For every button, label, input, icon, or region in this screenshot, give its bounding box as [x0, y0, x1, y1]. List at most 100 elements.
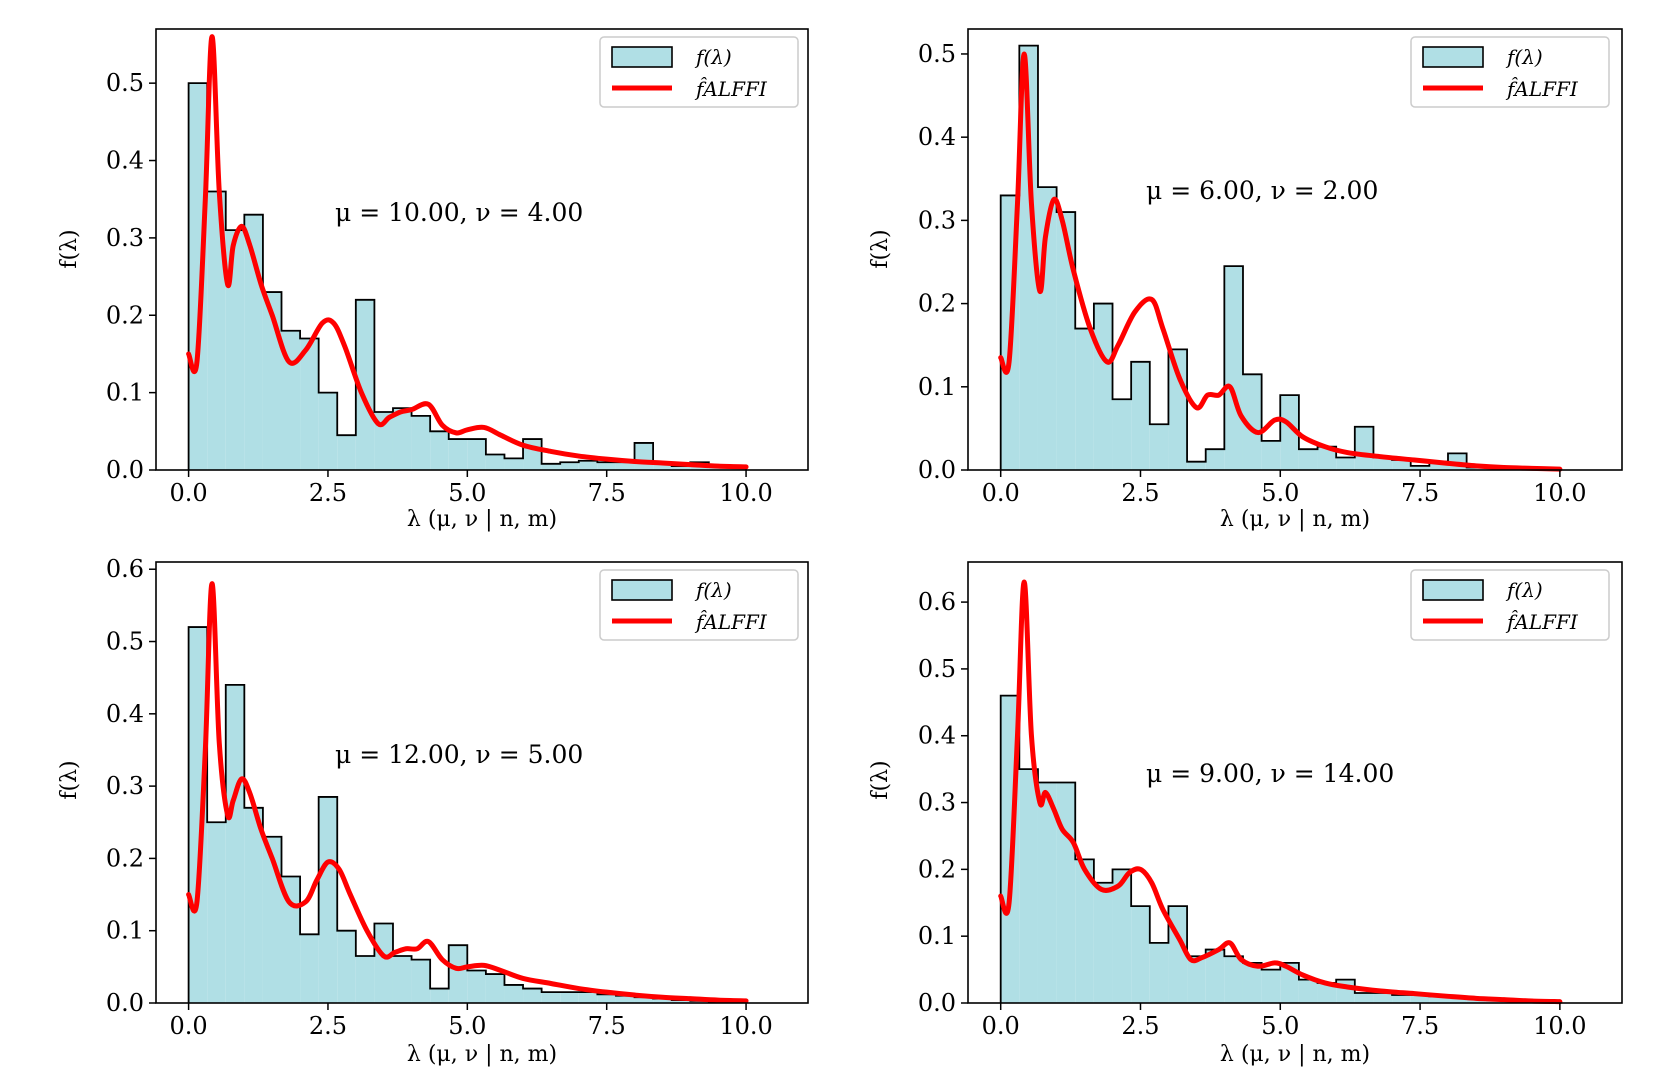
legend-curve-label: f̂ALFFI [1505, 77, 1579, 101]
histogram-bar [1466, 998, 1486, 1003]
y-tick-label: 0.0 [918, 989, 956, 1017]
histogram-bar [1093, 882, 1113, 1003]
histogram-bar [318, 796, 338, 1003]
histogram-bar [1354, 426, 1374, 470]
y-tick-label: 0.4 [106, 700, 144, 728]
histogram-bar [188, 83, 208, 470]
y-tick-label: 0.6 [106, 555, 144, 583]
legend-hist-swatch [1422, 46, 1484, 68]
y-tick-label: 0.3 [106, 772, 144, 800]
y-tick-label: 0.3 [918, 789, 956, 817]
density-curve [998, 51, 1563, 472]
y-axis-label: f(λ) [57, 760, 82, 799]
histogram-bar [1429, 996, 1448, 1003]
histogram-bar [411, 959, 431, 1003]
histogram-bar [225, 684, 245, 1003]
histogram-bar [1187, 461, 1206, 470]
histogram-bar [207, 822, 226, 1003]
histogram-bar [1112, 399, 1132, 470]
x-tick-label: 10.0 [719, 1012, 772, 1040]
histogram-bar [671, 466, 691, 470]
panel-bottom-right: 0.0 2.5 5.0 7.5 10.0 0.0 0.1 0.2 0.3 0.4 0.5 0.6 μ … [868, 561, 1623, 1067]
plot-layer: 0.0 2.5 5.0 7.5 10.0 0.0 0.1 0.2 0.3 0.4 0.5 0.6 [106, 555, 809, 1040]
histogram-bar [355, 956, 375, 1003]
y-tick-label: 0.2 [918, 290, 956, 318]
histogram-bar [300, 338, 319, 470]
histogram-bar [541, 463, 561, 470]
histogram-bar [1019, 769, 1038, 1003]
legend-hist-label: f(λ) [1505, 578, 1543, 602]
y-tick-label: 0.4 [106, 147, 144, 175]
histogram-bar [1205, 949, 1225, 1003]
y-tick-label: 0.3 [918, 206, 956, 234]
histogram-bar [1149, 424, 1169, 470]
histogram-bar [448, 945, 468, 1003]
histogram-bar [411, 415, 431, 470]
legend-hist-label: f(λ) [1505, 45, 1543, 69]
histogram-bar [1373, 457, 1393, 470]
histogram-bar [1056, 782, 1076, 1003]
axes-frame [967, 561, 1623, 1004]
legend-hist-label: f(λ) [694, 45, 732, 69]
axes-frame [155, 561, 809, 1004]
histogram-bar [1336, 457, 1355, 470]
legend-curve-label: f̂ALFFI [694, 610, 768, 634]
x-tick-label: 2.5 [1121, 1012, 1159, 1040]
histogram-bar [281, 330, 301, 470]
parameter-annotation: μ = 12.00, ν = 5.00 [335, 740, 583, 769]
histogram-bar [578, 460, 598, 470]
histogram-bar [615, 995, 635, 1003]
histogram-bar [523, 988, 542, 1003]
plot-layer: 0.0 2.5 5.0 7.5 10.0 0.0 0.1 0.2 0.3 0.4 0.5 0.6 [918, 561, 1623, 1040]
y-tick-label: 0.0 [106, 456, 144, 484]
density-curve [186, 34, 749, 470]
histogram-bar [300, 934, 319, 1003]
legend: f(λ) f̂ALFFI [599, 569, 799, 641]
x-tick-label: 7.5 [588, 479, 626, 507]
axes-frame [967, 28, 1623, 471]
x-tick-label: 5.0 [448, 1012, 486, 1040]
y-tick-label: 0.1 [106, 379, 144, 407]
histogram-bar [1093, 303, 1113, 470]
legend-curve-label: f̂ALFFI [1505, 610, 1579, 634]
histogram-bar [1317, 446, 1337, 470]
histogram-bar [1131, 906, 1150, 1003]
legend-hist-swatch [1422, 579, 1484, 601]
panel-top-left: 0.0 2.5 5.0 7.5 10.0 0.0 0.1 0.2 0.3 0.4 0.5 μ = 1… [57, 28, 809, 532]
histogram-bar [1280, 395, 1299, 470]
histogram-bar [225, 230, 245, 470]
parameter-annotation: μ = 9.00, ν = 14.00 [1146, 759, 1394, 788]
histogram-bar [1373, 992, 1393, 1003]
histogram-bar [653, 463, 672, 470]
y-tick-label: 0.0 [918, 456, 956, 484]
histogram-bar [1242, 962, 1262, 1003]
x-axis-label: λ (μ, ν | n, m) [407, 1042, 557, 1067]
histogram-bar [560, 462, 579, 470]
histogram-bar [1298, 449, 1318, 470]
histogram-bar [1187, 956, 1206, 1003]
histogram-bar [1261, 969, 1281, 1003]
histogram-bar [1112, 869, 1132, 1003]
y-tick-label: 0.2 [918, 855, 956, 883]
x-tick-label: 5.0 [448, 479, 486, 507]
histogram-bar [597, 462, 616, 470]
x-tick-label: 2.5 [1121, 479, 1159, 507]
x-tick-label: 7.5 [588, 1012, 626, 1040]
y-tick-label: 0.2 [106, 844, 144, 872]
density-curve [186, 581, 749, 1004]
histogram-bar [1410, 465, 1430, 470]
histogram-bar [1242, 374, 1262, 470]
y-tick-label: 0.5 [106, 628, 144, 656]
x-axis-label: λ (μ, ν | n, m) [407, 507, 557, 532]
legend-hist-swatch [611, 579, 673, 601]
histogram-bar [1298, 979, 1318, 1003]
x-tick-label: 10.0 [1533, 479, 1586, 507]
y-tick-label: 0.1 [918, 922, 956, 950]
histogram-bar [615, 462, 635, 470]
y-tick-label: 0.3 [106, 224, 144, 252]
histogram-bar [504, 984, 524, 1003]
histogram-bar [244, 807, 263, 1003]
plot-layer: 0.0 2.5 5.0 7.5 10.0 0.0 0.1 0.2 0.3 0.4 0.5 [106, 28, 809, 507]
histogram-bar [560, 992, 579, 1003]
